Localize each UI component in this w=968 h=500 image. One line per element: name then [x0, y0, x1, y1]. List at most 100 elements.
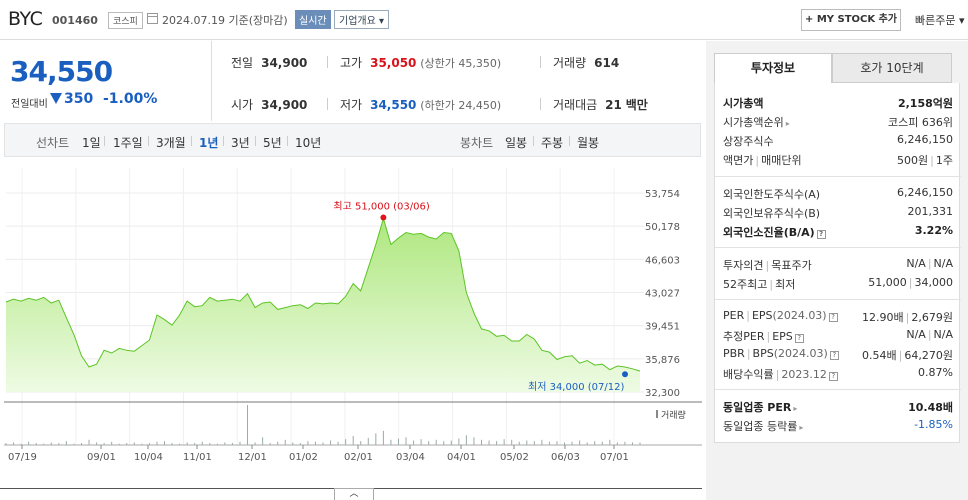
volume-bar: [96, 442, 98, 445]
row-sector-change[interactable]: 동일업종 등락률 ▸ -1.85%: [723, 418, 953, 434]
stat-value: 34,550: [370, 98, 417, 112]
help-icon[interactable]: ?: [816, 230, 826, 239]
volume-bar: [50, 442, 52, 445]
price-chart[interactable]: 53,754 50,178 46,603 43,027 39,451 35,876 32,3…: [0, 160, 702, 500]
row-value: 6,246,150: [897, 133, 953, 146]
volume-legend-mark: [656, 410, 658, 418]
volume-bar: [277, 441, 279, 445]
volume-bar: [616, 442, 618, 445]
volume-bar: [284, 439, 286, 445]
volume-bar: [88, 439, 90, 445]
row-value: 3.22%: [914, 224, 953, 237]
current-price: 34,550: [10, 55, 113, 88]
period-3m[interactable]: 3개월: [156, 136, 186, 150]
add-my-stock-button[interactable]: + MY STOCK 추가: [801, 9, 901, 31]
volume-bar: [179, 443, 181, 445]
row-value: 2,158억원: [897, 97, 953, 110]
volume-bar: [382, 430, 384, 445]
row-label: 배당수익률: [723, 368, 774, 381]
y-tick-label: 46,603: [645, 255, 680, 266]
row-value: -1.85%: [914, 418, 953, 431]
row-value: 64,270원: [904, 349, 953, 362]
period-10y[interactable]: 10년: [295, 136, 322, 150]
row-label: 외국인소진율(B/A): [723, 226, 815, 239]
x-tick-label: 07/01: [600, 452, 629, 463]
panel-body: 시가총액 2,158억원 시가총액순위 ▸ 코스피 636위 상장주식수 6,246,1…: [714, 83, 961, 443]
volume-bar: [375, 433, 377, 445]
volume-bar: [307, 441, 309, 445]
high-annotation: 최고 51,000 (03/06): [333, 201, 429, 213]
row-market-cap-rank[interactable]: 시가총액순위 ▸ 코스피 636위: [723, 114, 953, 130]
period-3y[interactable]: 3년: [231, 136, 250, 150]
row-value: 0.87%: [918, 366, 953, 379]
chevron-up-icon: ︿: [349, 489, 359, 499]
line-chart-label: 선차트: [36, 136, 70, 150]
row-label: 동일업종 PER: [723, 401, 792, 414]
investment-info-panel: 투자정보 호가 10단계 시가총액 2,158억원 시가총액순위 ▸ 코스피 636위…: [706, 41, 968, 500]
volume-bar: [58, 443, 60, 445]
row-label: 투자의견: [723, 259, 764, 272]
volume-bar: [148, 443, 150, 445]
stat-value: 35,050: [370, 56, 417, 70]
x-tick-label: 03/04: [396, 452, 425, 463]
row-label: 추정PER: [723, 330, 765, 343]
realtime-button[interactable]: 실시간: [295, 10, 331, 29]
volume-bar: [103, 443, 105, 445]
row-pbr: PBR | BPS(2024.03)? 0.54배 | 64,270원: [723, 347, 953, 362]
volume-bar: [435, 439, 437, 445]
volume-bar: [481, 439, 482, 445]
row-value: N/A: [933, 257, 953, 270]
period-5y[interactable]: 5년: [263, 136, 282, 150]
candle-chart-label: 봉차트: [460, 136, 494, 150]
help-icon[interactable]: ?: [828, 372, 838, 381]
row-label: 외국인보유주식수(B): [723, 207, 821, 220]
volume-bar: [262, 437, 264, 445]
price-summary: 34,550 전일대비 350 -1.00%: [0, 41, 212, 121]
quick-order-button[interactable]: 빠른주문 ▾: [915, 14, 965, 27]
tab-investment-info[interactable]: 투자정보: [714, 53, 832, 83]
y-tick-label: 43,027: [645, 289, 680, 300]
candle-monthly[interactable]: 월봉: [577, 136, 600, 150]
tab-order-book[interactable]: 호가 10단계: [832, 53, 952, 83]
volume-bar: [496, 441, 498, 445]
period-1w[interactable]: 1주일: [113, 136, 143, 150]
low-annotation: 최저 34,000 (07/12): [528, 381, 624, 393]
volume-bar: [458, 438, 460, 445]
volume-bar: [13, 442, 15, 445]
volume-bar: [201, 441, 203, 445]
row-value: 12.90배: [862, 311, 904, 324]
volume-bar: [224, 442, 226, 445]
row-label: PER: [723, 309, 745, 322]
price-area: [6, 218, 640, 392]
row-sector-per[interactable]: 동일업종 PER ▸ 10.48배: [723, 399, 953, 415]
row-label: 52주최고: [723, 278, 768, 291]
candle-weekly[interactable]: 주봉: [541, 136, 564, 150]
volume-bar: [43, 443, 45, 445]
candle-daily[interactable]: 일봉: [505, 136, 528, 150]
market-badge: 코스피: [108, 12, 143, 29]
down-arrow-icon: [50, 93, 62, 104]
volume-bar: [624, 441, 626, 445]
stock-code: 001460: [52, 14, 98, 27]
y-tick-label: 32,300: [645, 388, 680, 399]
y-tick-label: 50,178: [645, 222, 680, 233]
volume-bar: [141, 443, 143, 445]
volume-bar: [443, 441, 445, 445]
period-1y[interactable]: 1년: [199, 136, 219, 150]
volume-bar: [397, 438, 399, 445]
help-icon[interactable]: ?: [794, 334, 804, 343]
stat-value: 21: [605, 98, 622, 112]
row-label: BPS: [752, 347, 774, 360]
help-icon[interactable]: ?: [829, 351, 839, 360]
stock-header: BYC 001460 코스피 2024.07.19 기준(장마감) 실시간 기업…: [0, 0, 968, 40]
help-icon[interactable]: ?: [828, 313, 838, 322]
stat-label: 고가: [340, 56, 363, 70]
collapse-chart-button[interactable]: ︿: [334, 488, 374, 500]
volume-bar: [239, 441, 241, 445]
lower-limit: (하한가 24,450): [420, 99, 502, 112]
period-1d[interactable]: 1일: [82, 136, 101, 150]
row-opinion: 투자의견 | 목표주가 N/A | N/A: [723, 257, 953, 272]
company-info-button[interactable]: 기업개요 ▾: [334, 10, 389, 29]
volume-bar: [548, 441, 550, 445]
stat-trade-value: 거래대금 21 백만: [553, 96, 648, 113]
